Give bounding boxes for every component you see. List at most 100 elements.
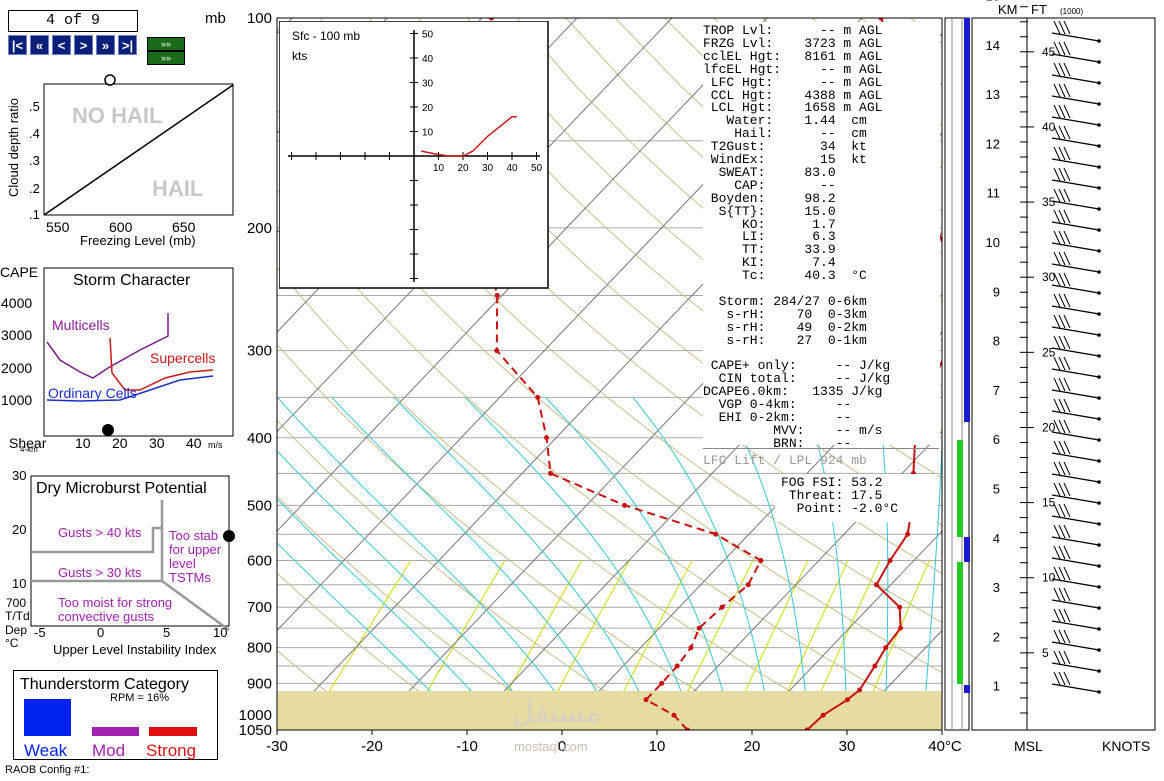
wind-barb-point — [1097, 480, 1101, 484]
wind-barb-flag — [1063, 629, 1071, 644]
dewpoint-point — [643, 697, 649, 703]
last-page-button[interactable]: >| — [118, 35, 137, 55]
wind-barb-flag — [1058, 524, 1066, 539]
wind-barb — [1051, 200, 1100, 210]
wind-barb-flag — [1063, 41, 1071, 56]
km-tick-label: 14 — [986, 38, 1000, 53]
wind-barb-flag — [1058, 398, 1066, 413]
cape-tick: 3000 — [1, 327, 33, 343]
wind-barb — [1051, 95, 1100, 105]
temperature-point — [897, 604, 903, 610]
msl-label: MSL — [1014, 738, 1043, 754]
wind-barb-flag — [1053, 20, 1061, 35]
index-line: LCL Hgt: 1658 m AGL — [703, 100, 883, 116]
wind-barb-flag — [1053, 671, 1061, 686]
pressure-tick-label: 900 — [247, 675, 272, 692]
wind-barb — [1051, 116, 1100, 126]
index-line: Hail: -- cm — [703, 126, 867, 142]
isotherm — [751, 530, 942, 730]
hail-label: HAIL — [152, 176, 204, 201]
ft-tick-label: 20 — [1042, 420, 1056, 434]
dry-adiabat — [277, 727, 280, 730]
pressure-tick-label: 500 — [247, 497, 272, 514]
km-tick-label: 10 — [986, 235, 1000, 250]
pressure-tick-label: 700 — [247, 599, 272, 616]
fog-panel: FOG FSI: 53.2 Threat: 17.5 Point: -2.0°C — [775, 474, 937, 522]
wind-barb-flag — [1053, 41, 1061, 56]
index-line: cclEL Hgt: 8161 m AGL — [703, 48, 883, 64]
prev-page-button[interactable]: < — [52, 35, 71, 55]
dewpoint-point — [674, 663, 680, 669]
wind-barb — [1051, 53, 1100, 63]
ft-tick-label: 10 — [1042, 571, 1056, 585]
dewpoint-point — [494, 292, 500, 298]
overlay-button-2[interactable]: »» — [147, 51, 185, 65]
km-tick-label: 6 — [993, 432, 1000, 447]
dewpoint-point — [535, 394, 541, 400]
strong-label: Strong — [146, 741, 197, 760]
mb-ylabel: °C — [5, 636, 19, 650]
microburst-marker — [223, 530, 235, 542]
mb-xtick: 10 — [213, 625, 228, 640]
wind-barb-point — [1097, 438, 1101, 442]
wind-barb-flag — [1063, 125, 1071, 140]
wind-barb-flag — [1063, 314, 1071, 329]
wind-barb-flag — [1058, 419, 1066, 434]
index-line: WindEx: 15 kt — [703, 152, 867, 167]
index-line: BRN: -- — [703, 435, 852, 451]
fog-threat: Threat: 17.5 — [781, 488, 883, 503]
thunder-title: Thunderstorm Category — [20, 676, 189, 693]
wind-barb — [1051, 452, 1100, 462]
wind-barb-flag — [1063, 62, 1071, 77]
wind-barb — [1051, 578, 1100, 588]
overlay-button-1[interactable]: »» — [147, 37, 185, 51]
index-line: s-rH: 70 0-3km — [703, 306, 867, 322]
wind-barb-point — [1097, 627, 1101, 631]
ft-tick-label: 5 — [1042, 646, 1049, 660]
wind-barb-flag — [1058, 587, 1066, 602]
index-line: S{TT}: 15.0 — [703, 203, 836, 219]
wind-barb-flag — [1053, 293, 1061, 308]
temp-tick-label: -30 — [266, 738, 288, 755]
dry-adiabat — [277, 495, 569, 730]
dry-adiabat — [277, 189, 942, 725]
isotherm — [656, 430, 942, 730]
dewpoint-point — [488, 18, 494, 21]
ordinary-cells-label: Ordinary Cells — [48, 385, 137, 401]
index-line: T2Gust: 34 kt — [703, 139, 867, 155]
hodograph-tick-label: 40 — [422, 54, 434, 65]
temp-tick-label: 10 — [649, 738, 666, 755]
temperature-point — [804, 727, 810, 730]
wind-barb-flag — [1058, 461, 1066, 476]
km-tick-label: 13 — [986, 87, 1000, 102]
hail-xtick: 550 — [46, 219, 70, 235]
height-column: 1234567891011121314151651015202530354045… — [944, 0, 1156, 731]
wind-barb-flag — [1058, 377, 1066, 392]
wind-barb-flag — [1053, 440, 1061, 455]
index-line: FRZG Lvl: 3723 m AGL — [703, 35, 883, 51]
wind-barb — [1051, 137, 1100, 147]
dry-adiabat — [277, 572, 472, 730]
dewpoint-point — [544, 435, 550, 441]
fast-forward-button[interactable]: » — [96, 35, 115, 55]
wind-barb-flag — [1053, 272, 1061, 287]
watermark-latin: mostaql.com — [514, 739, 588, 754]
wind-barb — [1051, 179, 1100, 189]
layer-bar-blue — [964, 537, 970, 562]
watermark-arabic: مستقل — [512, 696, 602, 729]
layer-bar-green — [957, 562, 963, 684]
index-line: LFC Hgt: -- m AGL — [703, 74, 883, 90]
index-line: KO: 1.7 — [703, 216, 836, 232]
first-page-button[interactable]: |< — [8, 35, 27, 55]
fast-back-button[interactable]: « — [30, 35, 49, 55]
wind-barb-flag — [1058, 566, 1066, 581]
wind-barb-point — [1097, 165, 1101, 169]
index-line: s-rH: 49 0-2km — [703, 319, 867, 335]
shear-tick: 30 — [149, 435, 165, 451]
next-page-button[interactable]: > — [74, 35, 93, 55]
wind-barb-flag — [1063, 167, 1071, 182]
wind-barb — [1051, 347, 1100, 357]
index-line: DCAPE6.0km: 1335 J/kg — [703, 384, 883, 400]
temperature-point — [883, 645, 889, 651]
wind-barb-flag — [1063, 650, 1071, 665]
